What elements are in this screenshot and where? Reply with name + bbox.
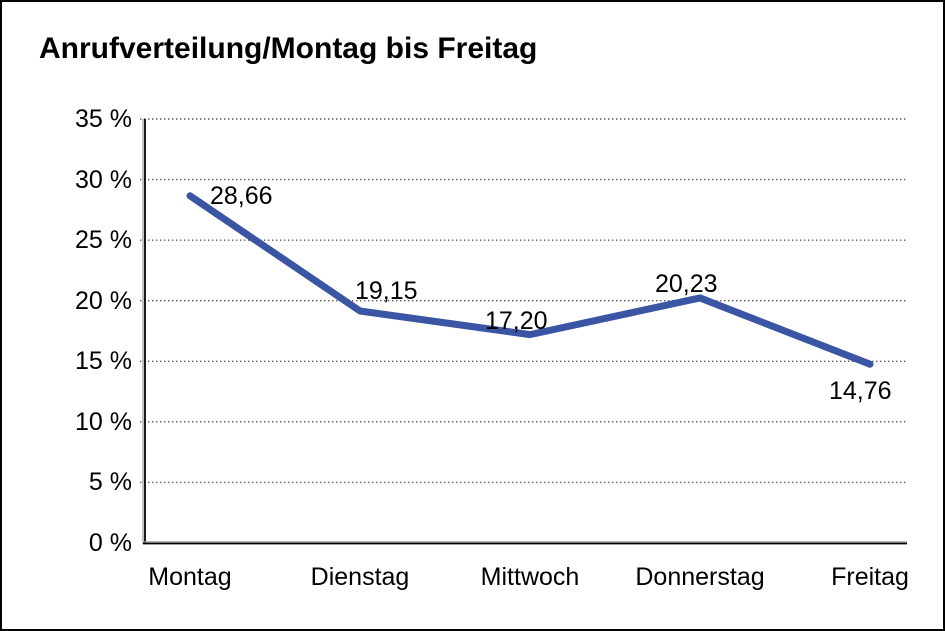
y-axis-tick-label: 15 % [75, 347, 132, 376]
x-axis-category-label: Donnerstag [635, 563, 765, 591]
y-axis-tick-label: 35 % [75, 105, 132, 133]
y-axis-tick-label: 5 % [88, 468, 132, 497]
data-point-value-label: 14,76 [829, 377, 892, 406]
y-axis-tick-label: 20 % [75, 286, 132, 315]
data-series-line [186, 192, 874, 368]
y-axis-tick-label: 25 % [75, 226, 132, 255]
data-point-value-label: 19,15 [355, 277, 418, 305]
y-axis-tick-label: 30 % [75, 165, 132, 194]
x-axis-category-label: Dienstag [310, 563, 410, 591]
y-axis-tick-label: 10 % [75, 407, 132, 436]
chart-title: Anrufverteilung/Montag bis Freitag [39, 32, 538, 65]
data-point-value-label: 20,23 [655, 269, 718, 298]
y-axis-tick-label: 0 % [88, 529, 132, 557]
data-point-value-label: 28,66 [210, 181, 273, 210]
x-axis-category-label: Freitag [831, 563, 909, 591]
data-point-value-label: 17,20 [485, 306, 548, 335]
x-axis-category-label: Montag [148, 563, 232, 591]
x-axis-category-label: Mittwoch [480, 563, 580, 591]
